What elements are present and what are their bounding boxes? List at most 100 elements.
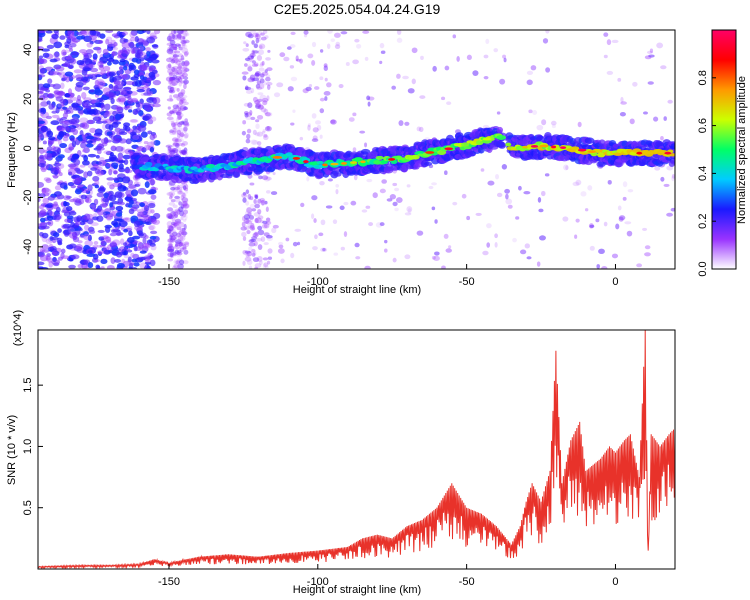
heatmap-cell: [74, 188, 82, 195]
heatmap-cell: [79, 130, 84, 137]
heatmap-cell: [128, 184, 136, 189]
heatmap-cell: [133, 262, 140, 267]
heatmap-cell: [241, 221, 246, 228]
heatmap-cell: [134, 35, 139, 43]
heatmap-cell: [587, 185, 593, 191]
heatmap-cell: [123, 159, 129, 165]
heatmap-cell: [58, 90, 64, 94]
heatmap-cell: [266, 67, 273, 72]
heatmap-cell: [572, 181, 580, 187]
heatmap-cell: [247, 33, 254, 39]
heatmap-cell: [86, 253, 96, 258]
heatmap-cell: [40, 225, 50, 230]
heatmap-cell: [666, 212, 673, 217]
heatmap-cell: [172, 265, 178, 269]
heatmap-cell: [338, 83, 344, 89]
heatmap-cell: [259, 78, 265, 84]
heatmap-cell: [406, 184, 411, 188]
heatmap-cell: [256, 131, 264, 137]
heatmap-cell: [319, 134, 323, 139]
heatmap-cell: [133, 245, 138, 252]
heatmap-cell: [105, 236, 111, 242]
heatmap-cell: [246, 259, 253, 265]
heatmap-cell: [177, 122, 183, 128]
heatmap-cell: [254, 72, 260, 78]
heatmap-cell: [39, 208, 47, 216]
heatmap-cell: [114, 113, 121, 121]
heatmap-cell: [81, 133, 88, 141]
heatmap-cell: [257, 225, 263, 231]
heatmap-cell: [53, 163, 62, 167]
heatmap-cell: [434, 219, 438, 224]
heatmap-cell: [265, 76, 271, 82]
heatmap-cell: [45, 178, 52, 184]
heatmap-cell: [150, 140, 156, 146]
heatmap-cell: [173, 214, 178, 219]
heatmap-cell: [129, 31, 136, 38]
heatmap-cell: [388, 158, 396, 161]
heatmap-cell: [173, 259, 181, 265]
heatmap-cell: [263, 222, 270, 229]
heatmap-cell: [606, 70, 614, 75]
heatmap-cell: [171, 127, 179, 133]
heatmap-cell: [108, 194, 117, 202]
heatmap-cell: [171, 66, 176, 73]
heatmap-cell: [173, 50, 181, 54]
colorbar-tick-label: 0.6: [697, 118, 709, 133]
heatmap-cell: [98, 65, 104, 71]
heatmap-cell: [312, 127, 319, 133]
heatmap-cell: [181, 150, 187, 156]
heatmap-cell: [165, 76, 173, 82]
heatmap-cell: [58, 172, 63, 177]
heatmap-cell: [118, 60, 126, 66]
heatmap-cell: [524, 243, 530, 249]
heatmap-cell: [131, 144, 139, 150]
heatmap-cell: [327, 178, 333, 182]
heatmap-cell: [148, 202, 156, 209]
heatmap-cell: [128, 208, 135, 215]
heatmap-cell: [276, 82, 284, 88]
heatmap-cell: [184, 62, 189, 68]
heatmap-cell: [241, 130, 246, 136]
heatmap-cell: [69, 43, 77, 48]
heatmap-cell: [411, 47, 418, 54]
heatmap-cell: [126, 104, 133, 111]
heatmap-cell: [150, 244, 157, 251]
heatmap-cell: [271, 227, 277, 234]
heatmap-cell: [265, 126, 272, 132]
heatmap-cell: [83, 52, 89, 57]
heatmap-cell: [172, 55, 179, 62]
heatmap-cell: [177, 64, 182, 70]
heatmap-cell: [169, 44, 175, 49]
heatmap-y-ticks: -40 -20 0 20 40: [22, 44, 43, 255]
heatmap-cell: [182, 231, 187, 238]
heatmap-cell: [259, 63, 264, 68]
heatmap-cell: [144, 235, 149, 239]
heatmap-cell: [670, 143, 675, 150]
heatmap-cell: [255, 83, 261, 89]
heatmap-cell: [68, 258, 74, 262]
heatmap-cell: [51, 33, 59, 40]
heatmap-cell: [330, 119, 336, 124]
heatmap-cell: [121, 31, 128, 36]
heatmap-cell: [248, 175, 254, 179]
heatmap-cell: [181, 47, 189, 54]
heatmap-cell: [85, 143, 94, 148]
heatmap-cell: [367, 101, 371, 107]
heatmap-cell: [119, 37, 127, 44]
heatmap-cell: [242, 215, 246, 222]
heatmap-cell: [251, 248, 256, 253]
heatmap-cell: [242, 75, 247, 81]
heatmap-cell: [246, 128, 252, 134]
heatmap-cell: [178, 91, 185, 97]
heatmap-cell: [171, 87, 178, 92]
heatmap-cell: [263, 108, 269, 115]
heatmap-cell: [109, 151, 114, 157]
heatmap-cell: [83, 171, 89, 179]
heatmap-cell: [670, 207, 675, 212]
heatmap-cell: [179, 259, 185, 265]
heatmap-cell: [257, 215, 264, 220]
heatmap-cell: [330, 119, 337, 125]
heatmap-cell: [312, 246, 318, 251]
